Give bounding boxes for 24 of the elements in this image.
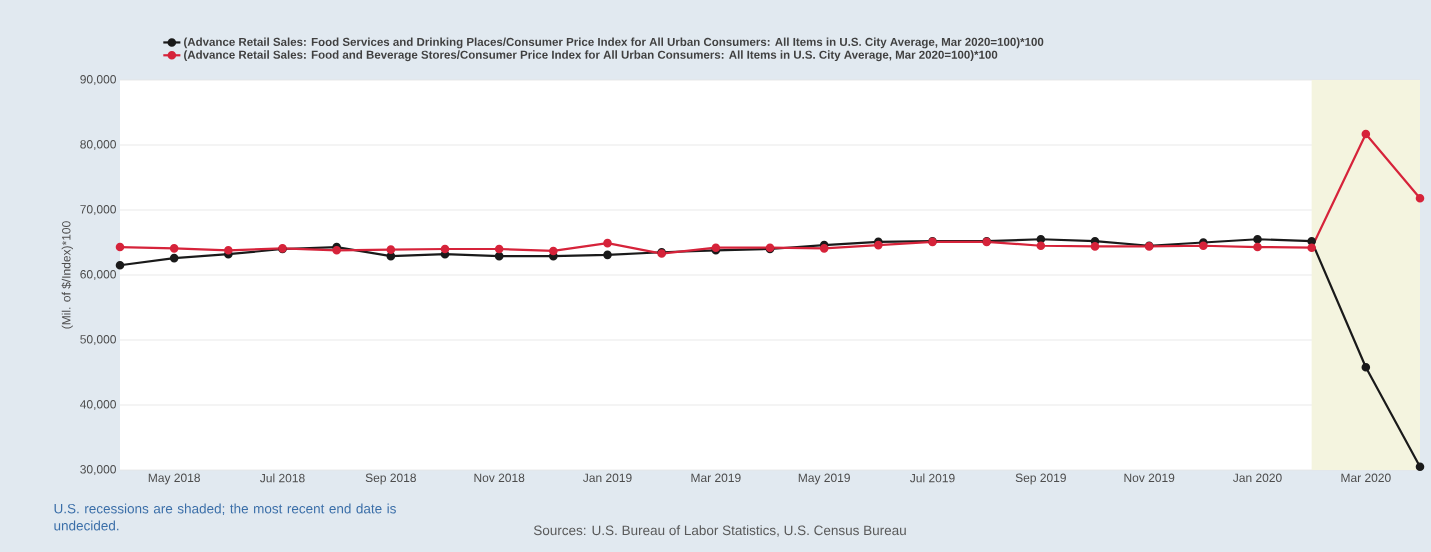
x-tick-label: Jul 2018 — [260, 473, 305, 483]
x-tick-label: Mar 2019 — [691, 473, 741, 483]
y-tick-label: 90,000 — [80, 75, 116, 85]
x-tick-label: Jan 2020 — [1233, 473, 1282, 483]
x-tick-label: Jan 2019 — [583, 473, 632, 483]
y-tick-label: 70,000 — [80, 205, 116, 215]
x-tick-label: Jul 2019 — [910, 473, 955, 483]
x-tick-label: May 2018 — [148, 473, 200, 485]
source-note: Sources: U.S. Bureau of Labor Statistics, U.S. Census Bureau — [533, 525, 906, 537]
x-tick-label: Nov 2018 — [474, 473, 525, 483]
y-tick-label: 50,000 — [80, 335, 116, 345]
y-tick-label: 40,000 — [80, 400, 116, 410]
x-tick-label: Mar 2020 — [1341, 473, 1391, 483]
x-tick-label: Sep 2019 — [1015, 473, 1066, 485]
legend-label: (Advance Retail Sales: Food Services and Drinking Places/Consumer Price Index for All Urban Consumers: All Items in U.S. City Average, Mar 2020=100)*100 — [184, 37, 1044, 49]
x-tick-label: May 2019 — [798, 473, 850, 485]
y-tick-label: 80,000 — [80, 140, 116, 150]
y-tick-label: 60,000 — [80, 270, 116, 280]
legend-label: (Advance Retail Sales: Food and Beverage Stores/Consumer Price Index for All Urban Consumers: All Items in U.S. City Average, Mar 2020=100)*100 — [184, 50, 998, 62]
y-axis-title: (Mil. of $/Index)*100 — [61, 221, 73, 329]
text: U.S. recessions are shaded; the most recent end date is undecided. — [54, 503, 396, 531]
x-tick-label: Nov 2019 — [1124, 473, 1175, 483]
x-tick-label: Sep 2018 — [365, 473, 416, 485]
y-tick-label: 30,000 — [80, 465, 116, 475]
